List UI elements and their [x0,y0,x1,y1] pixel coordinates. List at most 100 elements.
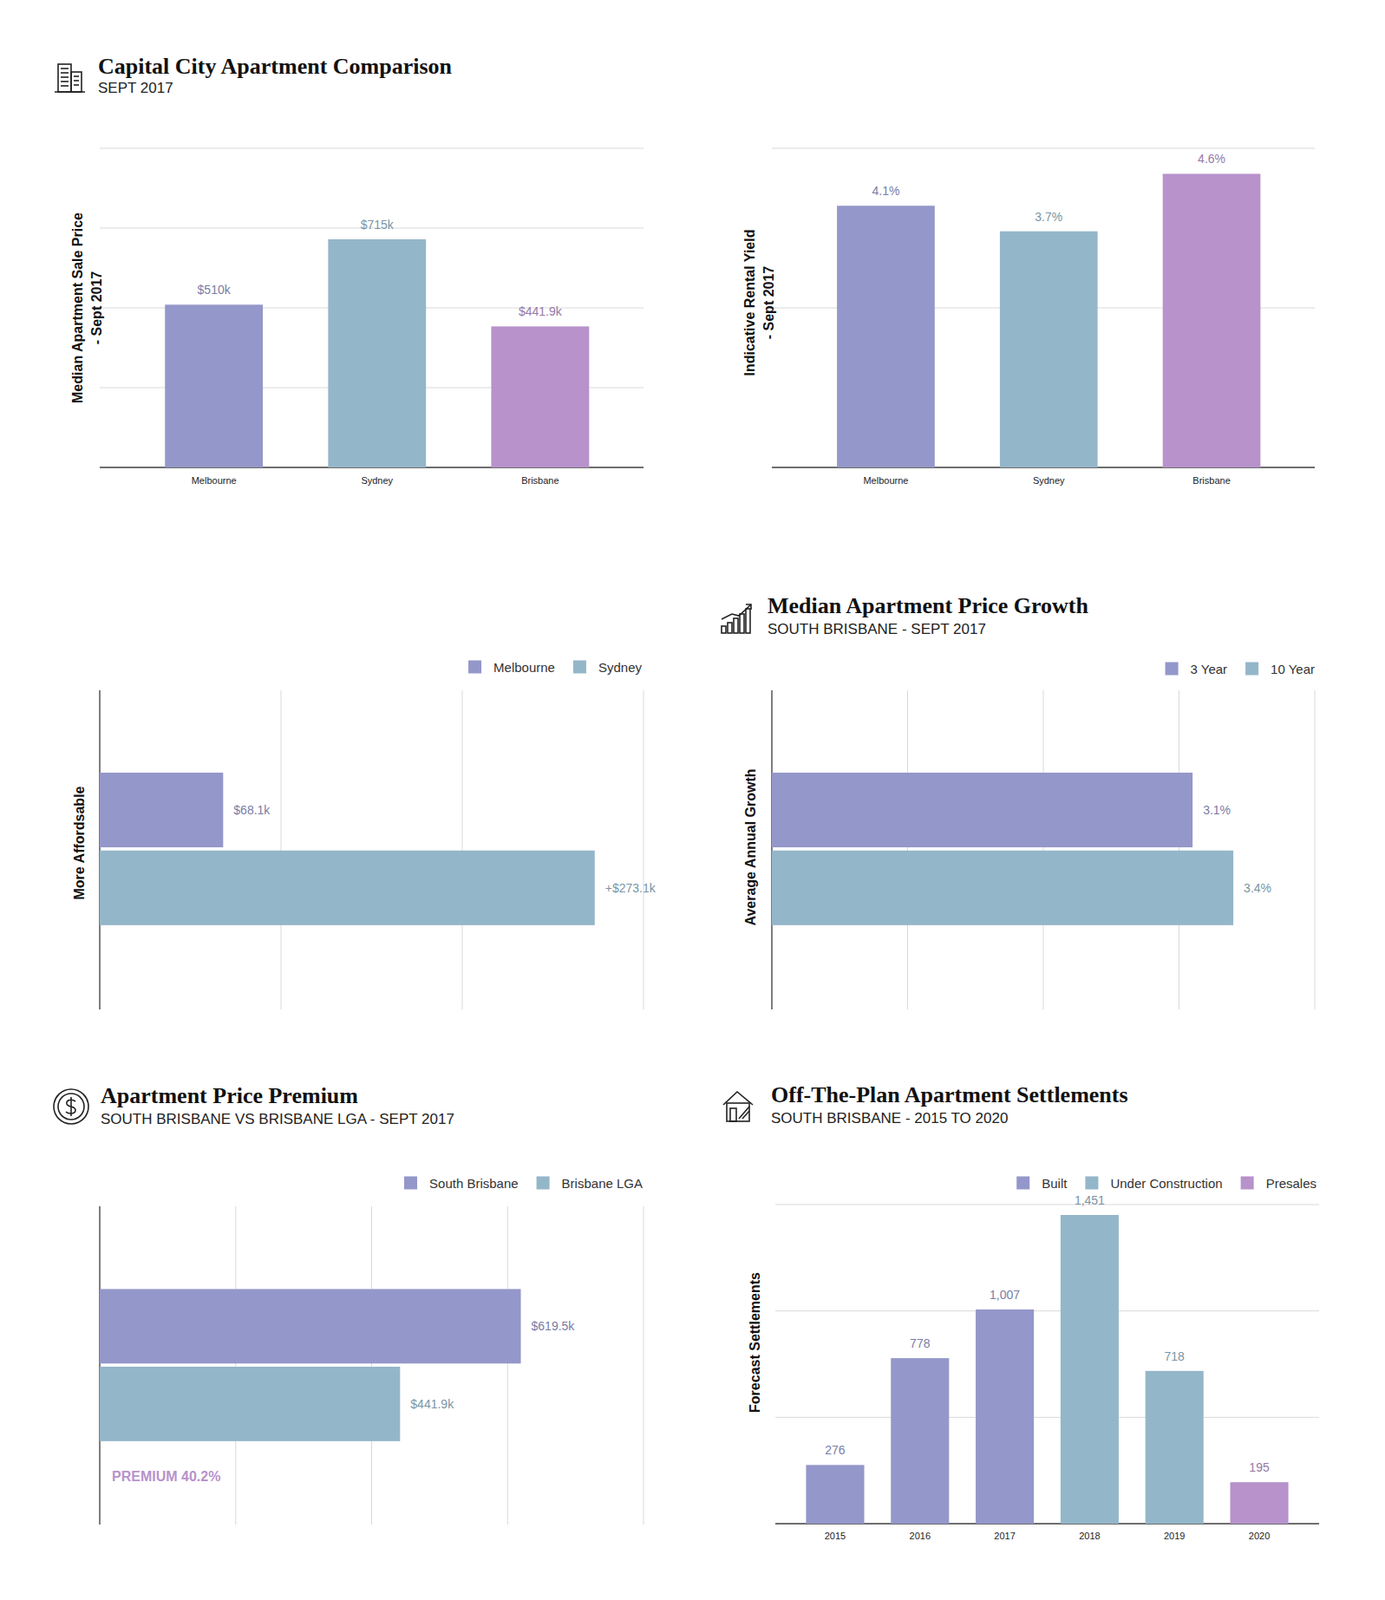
marks [164,239,589,468]
data-label: 3.1% [1202,803,1231,817]
marks [836,173,1261,468]
legend-swatch [404,1176,418,1190]
grid-line [507,1206,509,1525]
annotation: PREMIUM 40.2% [111,1469,221,1484]
icon-part [53,1089,89,1124]
icon [723,1091,753,1122]
data-label: 3.7% [1034,209,1063,224]
legend-label: Presales [1266,1175,1317,1191]
icon [721,604,752,634]
axis-label: More Affordsable [71,785,87,900]
bar [99,772,223,848]
axis-label-line: More Affordsable [71,785,87,900]
icon-part [65,1099,76,1114]
grid-line [99,148,644,150]
grid-line [643,1206,645,1525]
icon-part [733,618,739,634]
axis-label: Forecast Settlements [747,1272,763,1413]
grid-line [643,690,645,1010]
legend: South Brisbane Brisbane LGA [404,1175,643,1191]
legend-label: Melbourne [493,659,556,675]
legend-label: Under Construction [1110,1175,1222,1191]
data-label: 718 [1164,1349,1186,1364]
legend-swatch [573,660,587,674]
chart: Apartment Price PremiumSOUTH BRISBANE VS… [99,1083,644,1525]
bar [1162,173,1261,468]
bar [975,1309,1034,1524]
data-labels: 2767781,0071,451718195 [824,1193,1270,1475]
grid-line [771,690,773,1010]
tick-label: 2019 [1163,1530,1185,1542]
bar [99,1288,522,1364]
chart: Median Apartment Price GrowthSOUTH BRISB… [767,593,1315,1010]
grid-line [371,1206,373,1525]
grid-line [1178,690,1180,1010]
grid-line [99,1206,101,1525]
icon-part [71,71,82,92]
data-label: 195 [1248,1460,1270,1475]
subtitle: SOUTH BRISBANE VS BRISBANE LGA - SEPT 20… [100,1110,455,1128]
icon-part [742,1110,750,1119]
bar [890,1358,949,1524]
bar [1145,1371,1204,1524]
legend-label: South Brisbane [429,1175,519,1191]
subtitle: SOUTH BRISBANE - 2015 TO 2020 [770,1110,1008,1127]
data-label: $68.1k [233,803,271,817]
axis-line [98,1206,100,1525]
title: Median Apartment Price Growth [767,593,1089,619]
tick-label: 2018 [1078,1530,1100,1542]
legend: Melbourne Sydney [468,659,642,675]
legend-swatch [1016,1176,1030,1190]
data-label: 276 [824,1443,846,1457]
tick-label: 2017 [993,1530,1015,1542]
axis-label: Indicative Rental Yield- Sept 2017 [742,229,777,377]
legend-label: 3 Year [1190,661,1229,677]
icon [53,1089,89,1124]
legend-swatch [468,660,482,674]
icon-part [730,1108,737,1122]
grid-line [771,148,1315,150]
icon-part [73,79,79,82]
data-label: 4.6% [1197,151,1226,166]
tick-label: 2016 [909,1530,931,1542]
data-label: 1,451 [1074,1193,1105,1208]
axis-label-line: - Sept 2017 [89,271,105,346]
icon-part [60,80,69,83]
data-label: $441.9k [410,1397,455,1412]
axis-line [770,690,772,1010]
axis-label-line: - Sept 2017 [761,266,777,340]
tick-label: 2015 [824,1530,846,1542]
icon-part [54,91,85,93]
legend-label: Sydney [598,659,643,675]
legend-label: Brisbane LGA [561,1175,643,1191]
title: Off-The-Plan Apartment Settlements [770,1082,1129,1108]
axis-label-line: Average Annual Growth [743,768,758,926]
axis-label-line: Indicative Rental Yield [742,229,758,377]
icon-part [739,614,745,634]
grid-line [775,1310,1320,1312]
icon-part [60,67,69,70]
icon-part [60,71,69,74]
legend-swatch [1165,662,1179,676]
axis-label: Median Apartment Sale Price- Sept 2017 [70,212,105,404]
chart: Capital City Apartment ComparisonSEPT 20… [97,53,644,486]
data-label: $441.9k [518,304,563,319]
data-label: $510k [197,282,232,297]
legend-swatch [1084,1176,1098,1190]
tick-label: Sydney [1032,475,1065,486]
bar [771,772,1193,848]
marks [805,1215,1288,1524]
grid-line [235,1206,236,1525]
data-label: $715k [360,217,395,232]
chart: 4.1%3.7%4.6%MelbourneSydneyBrisbane [771,148,1315,486]
chart: Off-The-Plan Apartment Settlements SOUTH … [770,1082,1320,1542]
page: Capital City Apartment ComparisonSEPT 20… [0,0,1385,1600]
title: Apartment Price Premium [100,1083,359,1109]
bar [999,231,1098,468]
grid-line [775,1417,1320,1418]
bar [99,850,595,926]
data-labels: 4.1%3.7%4.6% [871,151,1226,223]
grid-line [907,690,909,1010]
icon-part [727,622,732,634]
icon-part [738,1106,750,1119]
